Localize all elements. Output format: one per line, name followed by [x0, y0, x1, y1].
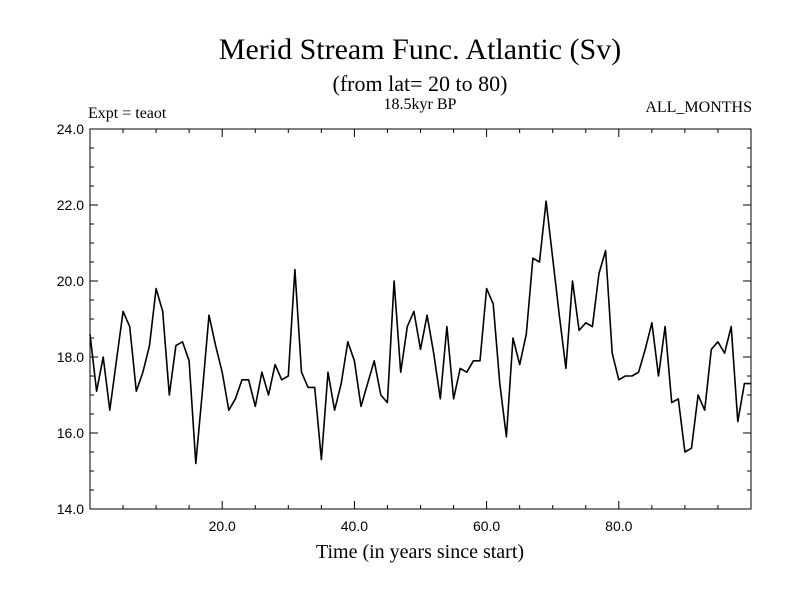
y-tick-label: 22.0	[57, 197, 84, 213]
data-line	[89, 200, 751, 465]
expt-label: Expt = teaot	[88, 105, 167, 122]
x-tick-label: 60.0	[473, 518, 500, 534]
y-tick-label: 20.0	[57, 273, 84, 289]
x-tick-label: 40.0	[341, 518, 368, 534]
plot-frame	[89, 128, 752, 510]
period-label: 18.5kyr BP	[384, 96, 457, 113]
chart-subtitle: (from lat= 20 to 80)	[333, 71, 508, 96]
y-axis: 14.0 16.0 18.0 20.0 22.0 24.0	[57, 121, 751, 517]
months-label: ALL_MONTHS	[645, 99, 752, 116]
x-axis-label: Time (in years since start)	[316, 541, 524, 563]
y-tick-label: 24.0	[57, 121, 84, 137]
x-tick-label: 80.0	[605, 518, 632, 534]
x-tick-label: 20.0	[209, 518, 236, 534]
chart-title: Merid Stream Func. Atlantic (Sv)	[219, 33, 621, 66]
x-axis: 20.0 40.0 60.0 80.0	[89, 129, 752, 534]
y-tick-label: 18.0	[57, 349, 84, 365]
y-tick-label: 16.0	[57, 425, 84, 441]
y-tick-label: 14.0	[57, 501, 84, 517]
